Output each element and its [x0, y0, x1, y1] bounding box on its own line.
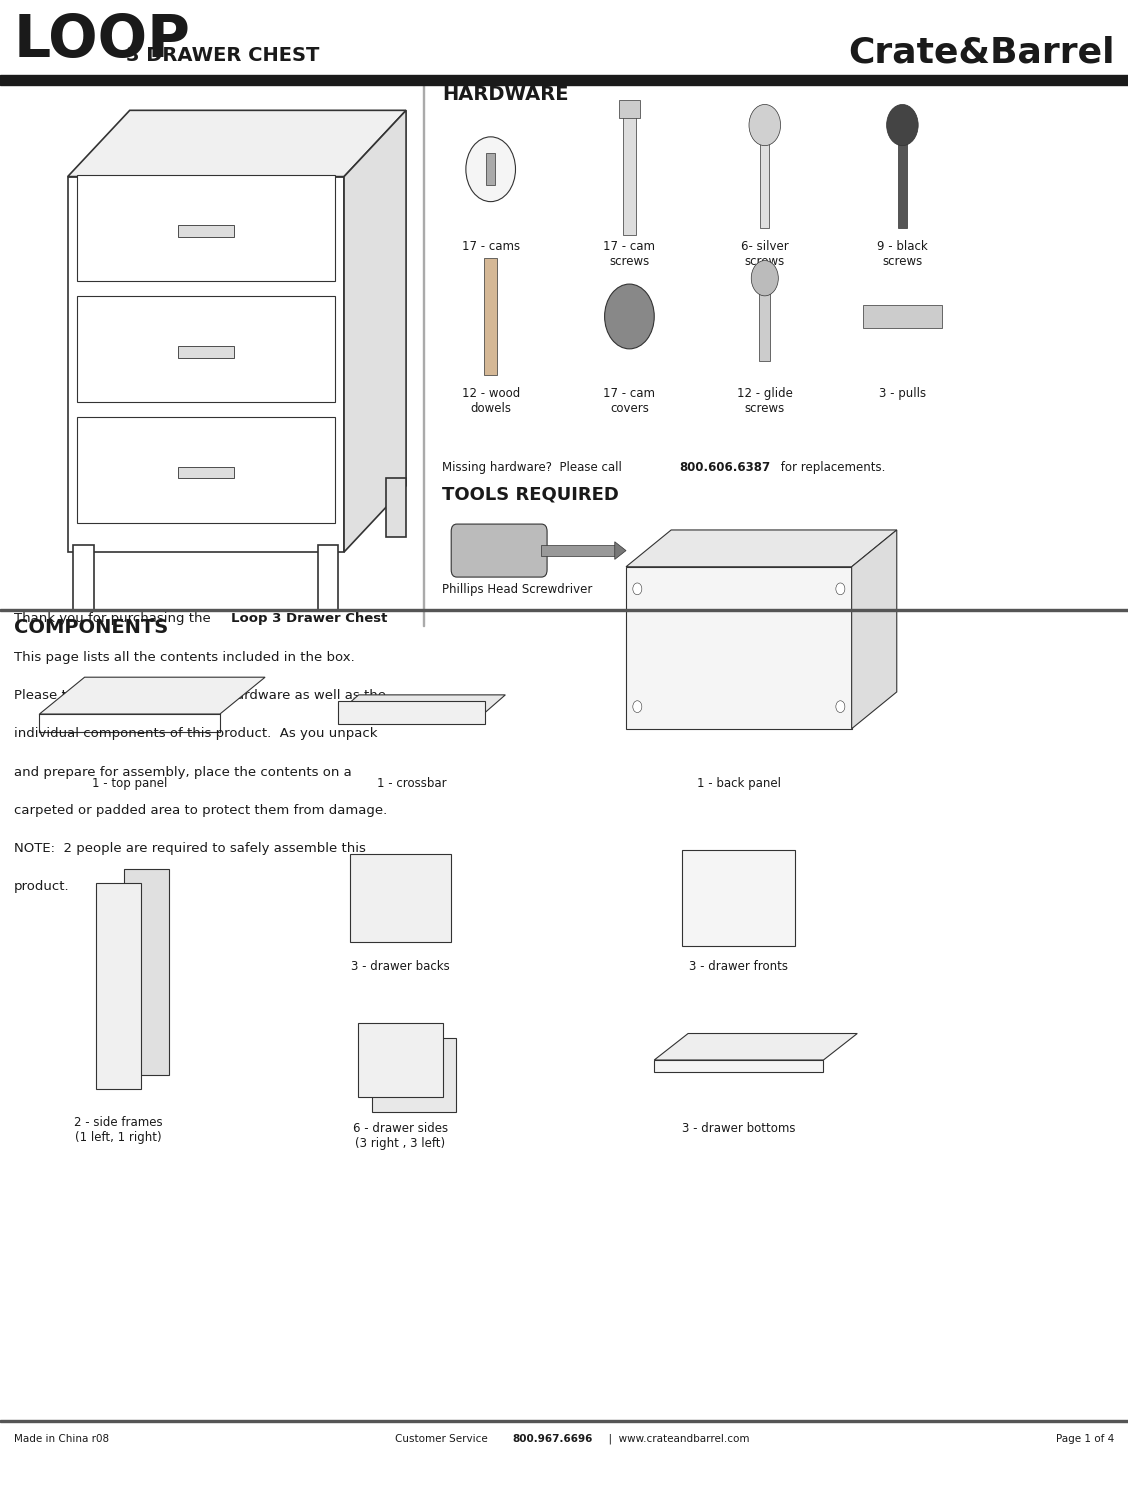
Text: .: . — [382, 613, 387, 626]
Text: 3 - drawer bottoms: 3 - drawer bottoms — [682, 1121, 795, 1135]
Bar — [682, 851, 795, 946]
Text: 6- silver
screws: 6- silver screws — [741, 239, 788, 268]
Bar — [486, 153, 495, 186]
Bar — [178, 467, 235, 479]
Text: HARDWARE: HARDWARE — [442, 85, 569, 104]
Bar — [619, 100, 640, 117]
Circle shape — [751, 260, 778, 296]
Bar — [77, 175, 335, 281]
Bar — [77, 296, 335, 401]
Circle shape — [605, 284, 654, 349]
Bar — [759, 280, 770, 361]
Bar — [318, 544, 338, 611]
Text: 2 - side frames
(1 left, 1 right): 2 - side frames (1 left, 1 right) — [74, 1115, 162, 1144]
Text: Crate&Barrel: Crate&Barrel — [848, 36, 1114, 68]
Polygon shape — [852, 529, 897, 729]
Bar — [0, 1420, 1128, 1422]
Bar — [423, 85, 424, 626]
Polygon shape — [68, 110, 406, 177]
FancyBboxPatch shape — [451, 523, 547, 577]
Text: 1 - top panel: 1 - top panel — [92, 778, 167, 790]
Bar — [178, 346, 235, 358]
Bar — [541, 544, 615, 556]
Text: Loop 3 Drawer Chest: Loop 3 Drawer Chest — [231, 613, 388, 626]
Text: Made in China r08: Made in China r08 — [14, 1433, 108, 1444]
Bar — [484, 257, 497, 375]
Polygon shape — [39, 677, 265, 714]
Text: 1 - crossbar: 1 - crossbar — [377, 778, 447, 790]
Text: 800.967.6696: 800.967.6696 — [512, 1433, 592, 1444]
Bar — [96, 883, 141, 1090]
Polygon shape — [338, 694, 505, 712]
Polygon shape — [615, 541, 626, 559]
Text: individual components of this product.  As you unpack: individual components of this product. A… — [14, 727, 377, 741]
Text: 9 - black
screws: 9 - black screws — [878, 239, 927, 268]
Bar — [178, 225, 235, 236]
Bar — [626, 567, 852, 729]
Circle shape — [836, 583, 845, 595]
Bar — [338, 700, 485, 724]
Text: Phillips Head Screwdriver: Phillips Head Screwdriver — [442, 583, 592, 596]
Text: product.: product. — [14, 880, 69, 894]
Bar — [863, 305, 942, 329]
Text: 12 - glide
screws: 12 - glide screws — [737, 387, 793, 415]
Text: |  www.crateandbarrel.com: | www.crateandbarrel.com — [602, 1433, 750, 1444]
Bar — [359, 1023, 442, 1097]
Polygon shape — [626, 529, 897, 567]
Text: 1 - back panel: 1 - back panel — [697, 778, 781, 790]
Text: 17 - cam
covers: 17 - cam covers — [603, 387, 655, 415]
Text: 12 - wood
dowels: 12 - wood dowels — [461, 387, 520, 415]
Text: 3 - drawer fronts: 3 - drawer fronts — [689, 961, 788, 972]
Text: This page lists all the contents included in the box.: This page lists all the contents include… — [14, 651, 354, 663]
Bar — [654, 1060, 823, 1072]
Text: for replacements.: for replacements. — [777, 461, 885, 474]
Text: and prepare for assembly, place the contents on a: and prepare for assembly, place the cont… — [14, 766, 351, 779]
Bar — [124, 868, 169, 1075]
Text: Customer Service: Customer Service — [395, 1433, 491, 1444]
Circle shape — [633, 700, 642, 712]
Text: carpeted or padded area to protect them from damage.: carpeted or padded area to protect them … — [14, 804, 387, 816]
Text: 6 - drawer sides
(3 right , 3 left): 6 - drawer sides (3 right , 3 left) — [353, 1121, 448, 1149]
Circle shape — [836, 700, 845, 712]
Text: Page 1 of 4: Page 1 of 4 — [1056, 1433, 1114, 1444]
Bar — [73, 544, 94, 611]
Bar — [0, 608, 1128, 611]
Circle shape — [466, 137, 515, 202]
Polygon shape — [344, 110, 406, 552]
Text: NOTE:  2 people are required to safely assemble this: NOTE: 2 people are required to safely as… — [14, 842, 365, 855]
Circle shape — [633, 583, 642, 595]
Text: Thank you for purchasing the: Thank you for purchasing the — [14, 613, 214, 626]
Bar — [0, 74, 1128, 85]
Text: Missing hardware?  Please call: Missing hardware? Please call — [442, 461, 626, 474]
Bar — [760, 125, 769, 228]
Text: LOOP: LOOP — [14, 12, 191, 68]
Text: 3 DRAWER CHEST: 3 DRAWER CHEST — [126, 46, 319, 65]
Bar — [350, 854, 451, 943]
Circle shape — [887, 104, 918, 146]
Bar — [372, 1038, 456, 1112]
Text: 800.606.6387: 800.606.6387 — [679, 461, 770, 474]
Text: TOOLS REQUIRED: TOOLS REQUIRED — [442, 486, 619, 504]
Bar — [68, 177, 344, 552]
Text: 17 - cam
screws: 17 - cam screws — [603, 239, 655, 268]
Text: Please take time to identify the hardware as well as the: Please take time to identify the hardwar… — [14, 688, 386, 702]
Text: 17 - cams: 17 - cams — [461, 239, 520, 253]
Text: 3 - drawer backs: 3 - drawer backs — [351, 961, 450, 972]
Polygon shape — [654, 1033, 857, 1060]
Text: COMPONENTS: COMPONENTS — [14, 619, 168, 638]
Bar — [898, 125, 907, 228]
Bar — [77, 416, 335, 522]
Circle shape — [749, 104, 781, 146]
Bar — [623, 103, 636, 235]
Bar — [386, 479, 406, 537]
Text: 3 - pulls: 3 - pulls — [879, 387, 926, 400]
